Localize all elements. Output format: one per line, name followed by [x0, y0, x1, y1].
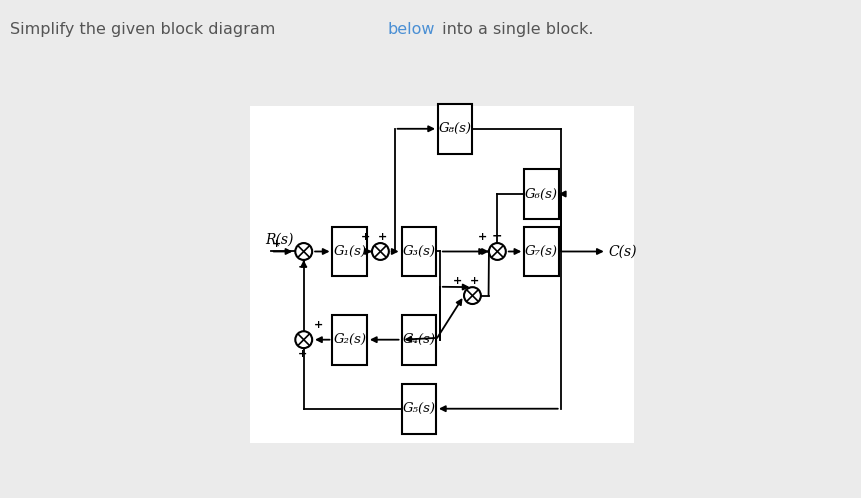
FancyBboxPatch shape — [401, 315, 436, 365]
FancyBboxPatch shape — [437, 104, 472, 154]
Text: Simplify the given block diagram: Simplify the given block diagram — [10, 22, 281, 37]
FancyBboxPatch shape — [401, 384, 436, 434]
Text: +: + — [470, 276, 479, 286]
Text: G₇(s): G₇(s) — [524, 245, 557, 258]
Circle shape — [372, 243, 388, 260]
Text: +: + — [272, 239, 282, 249]
Text: +: + — [360, 232, 369, 242]
Circle shape — [295, 243, 312, 260]
Text: G₁(s): G₁(s) — [333, 245, 366, 258]
Circle shape — [488, 243, 505, 260]
Text: G₆(s): G₆(s) — [524, 187, 557, 201]
Text: G₃(s): G₃(s) — [402, 245, 435, 258]
Text: +: + — [477, 232, 486, 242]
Circle shape — [463, 287, 480, 304]
Text: −: − — [492, 230, 502, 243]
Text: G₄(s): G₄(s) — [402, 333, 435, 346]
Text: +: + — [378, 232, 387, 242]
Text: G₈(s): G₈(s) — [438, 123, 471, 135]
FancyBboxPatch shape — [523, 227, 558, 276]
FancyBboxPatch shape — [332, 315, 367, 365]
Text: R(s): R(s) — [265, 233, 294, 247]
Text: into a single block.: into a single block. — [437, 22, 593, 37]
Text: C(s): C(s) — [608, 245, 636, 258]
Circle shape — [295, 331, 312, 348]
Text: G₂(s): G₂(s) — [333, 333, 366, 346]
FancyBboxPatch shape — [332, 227, 367, 276]
Text: +: + — [297, 349, 307, 359]
Text: +: + — [313, 320, 323, 330]
FancyBboxPatch shape — [523, 169, 558, 219]
Text: −: − — [297, 260, 307, 273]
Text: G₅(s): G₅(s) — [402, 402, 435, 415]
Text: +: + — [453, 276, 462, 286]
Text: below: below — [387, 22, 435, 37]
FancyBboxPatch shape — [401, 227, 436, 276]
